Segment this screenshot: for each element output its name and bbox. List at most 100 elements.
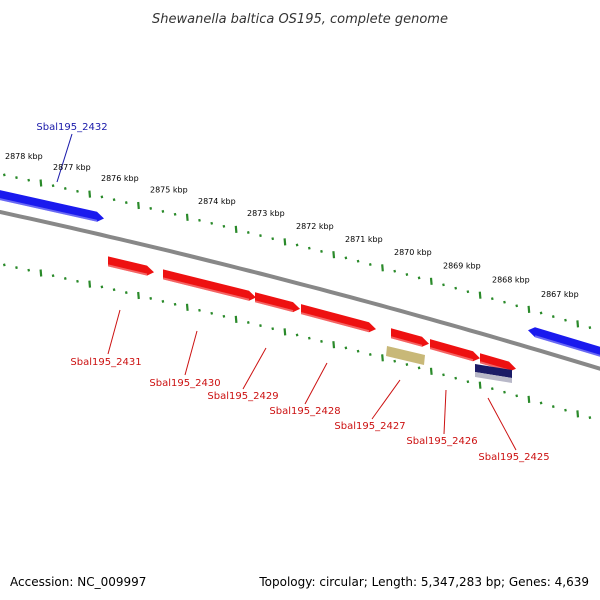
minor-tick	[15, 266, 18, 270]
minor-tick	[588, 326, 592, 330]
minor-tick	[417, 366, 421, 370]
gene-label[interactable]: Sbal195_2426	[406, 436, 477, 447]
major-tick	[478, 381, 482, 389]
minor-tick	[295, 333, 299, 337]
gene-feature-sbal195-2426[interactable]	[429, 339, 480, 362]
minor-tick	[271, 327, 275, 331]
minor-tick	[393, 269, 397, 273]
minor-tick	[149, 296, 153, 300]
minor-tick	[454, 286, 458, 290]
minor-tick	[490, 387, 494, 391]
gene-feature-sbal195-2428[interactable]	[300, 304, 376, 333]
gene-feature-forward-right[interactable]	[528, 327, 600, 363]
minor-tick	[161, 299, 165, 303]
minor-tick	[454, 376, 458, 380]
minor-tick	[173, 212, 177, 216]
gene-feature-sbal195-2432[interactable]	[0, 186, 104, 222]
genome-summary-text: Topology: circular; Length: 5,347,283 bp…	[258, 575, 589, 589]
major-tick	[185, 213, 189, 221]
minor-tick	[210, 221, 214, 225]
minor-tick	[15, 176, 18, 180]
minor-tick	[515, 304, 519, 308]
major-tick	[137, 201, 140, 210]
gene-label[interactable]: Sbal195_2427	[334, 421, 405, 432]
minor-tick	[307, 246, 311, 250]
gene-label[interactable]: Sbal195_2428	[269, 406, 340, 417]
minor-tick	[564, 408, 567, 412]
minor-tick	[466, 380, 470, 384]
minor-tick	[173, 302, 177, 306]
major-tick	[576, 410, 580, 418]
gene-label[interactable]: Sbal195_2429	[207, 391, 278, 402]
minor-tick	[405, 273, 409, 276]
minor-tick	[442, 373, 445, 377]
minor-tick	[368, 353, 372, 356]
major-tick	[381, 354, 384, 362]
minor-tick	[198, 218, 201, 222]
minor-tick	[124, 201, 128, 205]
minor-tick	[161, 209, 165, 213]
gene-feature-sbal195-2427-gene[interactable]	[390, 328, 429, 347]
minor-tick	[320, 249, 323, 253]
minor-tick	[539, 311, 543, 315]
minor-tick	[124, 291, 128, 295]
gene-label-leader	[371, 379, 401, 420]
minor-tick	[51, 274, 55, 278]
minor-tick	[442, 283, 445, 287]
rna-feature[interactable]	[386, 346, 425, 365]
minor-tick	[246, 321, 250, 324]
map-title: Shewanella baltica OS195, complete genom…	[152, 12, 448, 27]
gene-features	[0, 186, 600, 383]
minor-tick	[51, 184, 55, 188]
minor-tick	[307, 336, 311, 340]
major-tick	[39, 179, 43, 187]
tick-label: 2869 kbp	[443, 262, 481, 271]
tick-label: 2874 kbp	[198, 197, 236, 206]
minor-tick	[551, 405, 555, 409]
major-tick	[234, 315, 238, 323]
gene-label[interactable]: Sbal195_2432	[36, 122, 107, 133]
major-tick	[283, 238, 287, 246]
inner-tick-ring	[2, 263, 592, 420]
minor-tick	[503, 390, 506, 394]
major-tick	[88, 280, 92, 288]
gene-label[interactable]: Sbal195_2425	[478, 452, 549, 463]
tick-label: 2875 kbp	[150, 185, 188, 194]
major-tick	[527, 395, 531, 403]
gene-label-leader	[56, 133, 73, 183]
gene-label-leader	[184, 330, 198, 376]
misc-feature[interactable]	[475, 364, 512, 383]
minor-tick	[405, 363, 409, 366]
tick-label: 2868 kbp	[492, 276, 530, 285]
gene-label[interactable]: Sbal195_2430	[149, 378, 220, 389]
minor-tick	[490, 297, 494, 301]
gene-labels: Sbal195_2432 Sbal195_2431 Sbal195_2430 Sbal…	[36, 122, 549, 463]
accession-text: Accession: NC_009997	[10, 575, 146, 589]
minor-tick	[588, 416, 592, 420]
major-tick	[478, 291, 482, 299]
minor-tick	[539, 401, 543, 405]
gene-label-leader	[487, 397, 517, 451]
gene-label[interactable]: Sbal195_2431	[70, 357, 141, 368]
gene-feature-sbal195-2430[interactable]	[162, 269, 256, 301]
minor-tick	[295, 243, 299, 247]
gene-label-leader	[304, 362, 328, 405]
major-tick	[429, 277, 433, 285]
major-tick	[234, 225, 238, 233]
minor-tick	[198, 308, 201, 312]
gene-feature-sbal195-2431[interactable]	[107, 256, 154, 276]
minor-tick	[259, 324, 262, 328]
minor-tick	[2, 173, 6, 177]
major-tick	[576, 320, 580, 328]
major-tick	[381, 264, 384, 272]
minor-tick	[76, 279, 79, 283]
tick-label: 2876 kbp	[101, 174, 139, 183]
major-tick	[527, 305, 531, 313]
gene-feature-sbal195-2429[interactable]	[254, 292, 300, 313]
outer-tick-ring	[2, 173, 592, 330]
minor-tick	[246, 231, 250, 234]
minor-tick	[393, 359, 397, 363]
major-tick	[332, 251, 336, 259]
